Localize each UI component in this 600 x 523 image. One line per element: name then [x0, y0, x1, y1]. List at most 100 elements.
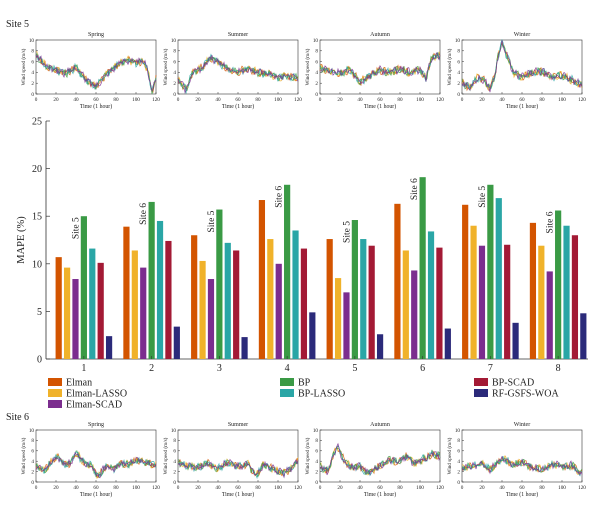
legend-label-bp: BP	[298, 378, 311, 389]
site5-summer-xlabel: Time (1 hour)	[222, 103, 254, 110]
bar-elman-scad	[478, 245, 486, 359]
site5-summer-series-line	[177, 53, 299, 94]
site6-winter-xtick-label: 20	[479, 485, 485, 491]
site6-summer-title: Summer	[228, 422, 248, 428]
site6-winter-xtick-label: 100	[558, 485, 566, 491]
bar-elman-lasso	[199, 260, 206, 359]
site6-winter-series-line	[461, 456, 583, 477]
site5-spring-series-line	[35, 55, 157, 91]
bar-bp-lasso	[360, 239, 367, 359]
site6-winter-xtick-label: 40	[499, 485, 505, 491]
site5-spring-ytick-label: 10	[29, 38, 35, 44]
site6-autumn-xtick-label: 0	[319, 485, 322, 491]
bar-elman	[462, 204, 469, 359]
site5-summer-xtick-label: 60	[235, 97, 241, 103]
site6-summer-panel: Summer 0 20 40 60 80 100 120 0 2 4 6 8 10 Time (1 hour…	[162, 422, 302, 498]
site5-winter-series-line	[461, 40, 583, 92]
bar-category-label: 6	[420, 363, 425, 374]
bar-rf-gsfs-woa	[241, 337, 248, 359]
site6-summer-xtick-label: 120	[294, 485, 302, 491]
site5-spring-ytick-label: 6	[31, 59, 34, 65]
bar-elman-scad	[546, 271, 553, 359]
site5-spring-xtick-label: 120	[152, 97, 160, 103]
bar-rf-gsfs-woa	[309, 312, 316, 359]
site6-spring-xlabel: Time (1 hour)	[80, 491, 112, 498]
bar-rf-gsfs-woa	[580, 313, 587, 359]
bar-category-label: 4	[285, 363, 290, 374]
legend-swatch-elman-lasso	[48, 389, 62, 397]
bar-bp	[80, 216, 87, 359]
legend-label-bp-scad: BP-SCAD	[492, 378, 534, 389]
site6-autumn-xtick-label: 60	[377, 485, 383, 491]
site5-winter-series-line	[461, 43, 583, 92]
site6-winter-ytick-label: 8	[457, 438, 460, 444]
site6-winter-xtick-label: 0	[461, 485, 464, 491]
bar-elman-scad	[72, 279, 79, 359]
site5-autumn-ytick-label: 10	[313, 38, 319, 44]
bar-site-label: Site 6	[546, 211, 556, 233]
legend-swatch-elman	[48, 378, 62, 386]
legend-label-elman-lasso: Elman-LASSO	[66, 389, 127, 400]
site6-winter-series-line	[461, 455, 583, 476]
site6-winter-panel: Winter 0 20 40 60 80 100 120 0 2 4 6 8 10 Time (1 hour…	[446, 422, 586, 498]
bar-bp-lasso	[156, 220, 164, 359]
site5-spring-ylabel: Wind speed (m/s)	[20, 48, 27, 85]
site5-winter-panel: Winter 0 20 40 60 80 100 120 0 2 4 6 8 10 Time (1 hour…	[446, 32, 586, 110]
site5-summer-xtick-label: 20	[195, 97, 201, 103]
site6-autumn-xtick-label: 40	[357, 485, 363, 491]
site6-summer-series-line	[177, 458, 299, 479]
site6-autumn-ytick-label: 6	[315, 449, 318, 455]
legend-label-rf-gsfs-woa: RF-GSFS-WOA	[492, 389, 559, 400]
bar-bp	[351, 220, 358, 359]
site6-spring-series-line	[35, 450, 157, 479]
site5-winter-xtick-label: 120	[578, 97, 586, 103]
site5-winter-xtick-label: 80	[539, 97, 545, 103]
site6-winter-ytick-label: 4	[457, 459, 460, 465]
site6-summer-ylabel: Wind speed (m/s)	[162, 437, 169, 474]
site6-summer-ytick-label: 0	[173, 480, 176, 486]
legend-swatch-rf-gsfs-woa	[474, 389, 488, 397]
site6-autumn-xlabel: Time (1 hour)	[364, 491, 396, 498]
bar-bp-lasso	[224, 242, 231, 359]
bar-bp-lasso	[292, 230, 299, 359]
bar-elman-lasso	[267, 239, 274, 359]
site6-summer-ytick-label: 10	[171, 428, 177, 434]
bar-category-label: 5	[352, 363, 357, 374]
site6-autumn-ytick-label: 2	[315, 469, 318, 475]
site5-spring-xtick-label: 60	[93, 97, 99, 103]
site5-summer-frame	[177, 39, 299, 95]
site6-heading: Site 6	[6, 412, 29, 423]
bar-elman-lasso	[334, 278, 342, 359]
site5-winter-ytick-label: 10	[455, 38, 461, 44]
bar-elman	[326, 239, 333, 359]
bar-site-label: Site 5	[478, 186, 488, 208]
site5-autumn-xtick-label: 0	[319, 97, 322, 103]
bar-bp	[216, 209, 223, 359]
site5-winter-xtick-label: 60	[519, 97, 525, 103]
site6-summer-series-line	[177, 459, 299, 478]
bar-elman	[529, 222, 537, 359]
bar-elman-scad	[275, 263, 282, 359]
site5-summer-ytick-label: 6	[173, 59, 176, 65]
site6-autumn-xtick-label: 120	[436, 485, 444, 491]
bar-elman-scad	[207, 279, 215, 359]
site5-autumn-frame	[319, 39, 441, 95]
site6-spring-panel: Spring 0 20 40 60 80 100 120 0 2 4 6 8 10 Time (1 hour…	[20, 422, 160, 498]
site5-summer-xtick-label: 0	[177, 97, 180, 103]
bar-elman	[258, 200, 266, 359]
site5-autumn-xtick-label: 20	[337, 97, 343, 103]
site6-autumn-frame	[319, 429, 441, 483]
bar-bp-scad	[368, 245, 375, 359]
bar-bp-scad	[436, 247, 443, 359]
site6-winter-ytick-label: 10	[455, 428, 461, 434]
site5-winter-series-line	[461, 39, 583, 91]
bar-bp	[419, 177, 426, 359]
site5-summer-panel: Summer 0 20 40 60 80 100 120 0 2 4 6 8 10 Time (1 hour…	[162, 32, 302, 110]
site5-autumn-ytick-label: 2	[315, 81, 318, 87]
site5-summer-xtick-label: 80	[255, 97, 261, 103]
site5-spring-ytick-label: 0	[31, 92, 34, 98]
